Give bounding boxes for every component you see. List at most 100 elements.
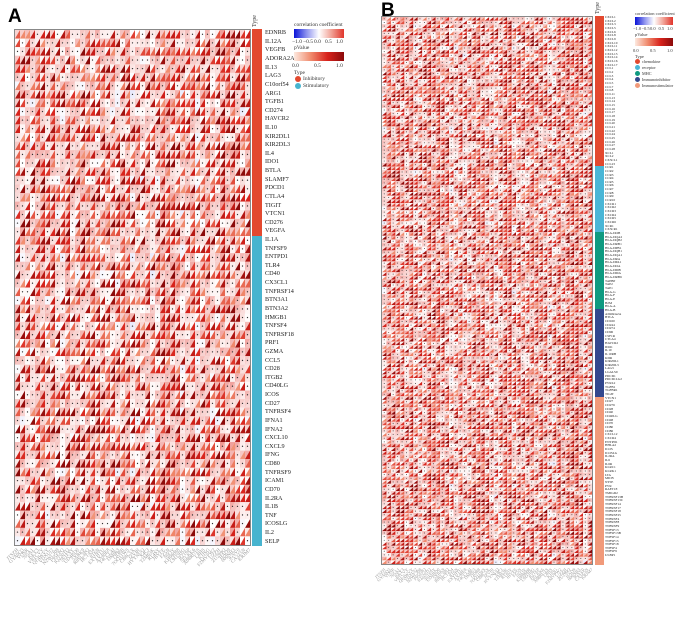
panel-a-type-title: Type (252, 15, 258, 27)
row-label: ULBP1 (605, 553, 615, 557)
row-label: CCR3 (605, 173, 613, 177)
corr-legend-title: correlation coefficient (635, 11, 675, 16)
row-label: HLA-DMA (605, 271, 621, 275)
pvalue-legend-title: pValue (294, 45, 309, 51)
tick-label: −1.0 (292, 39, 302, 45)
panel-b-letter: B (381, 0, 395, 22)
row-label: ADORA2A (605, 312, 621, 316)
row-label: LTA (605, 473, 611, 477)
row-label: LAG3 (605, 367, 614, 371)
row-label: TNFSF13B (605, 531, 621, 535)
row-label: TNFSF4 (605, 546, 617, 550)
row-label: ICOSLG (605, 451, 617, 455)
row-label: CD48 (605, 418, 613, 422)
row-label: KIR2DL1 (265, 133, 290, 140)
row-label: CXCR4 (605, 213, 616, 217)
row-label: CCL4 (605, 77, 613, 81)
row-label: CD70 (265, 486, 280, 493)
row-label: CXCL1 (605, 15, 616, 19)
row-label: CXCR4 (605, 436, 616, 440)
row-label: NT5E (605, 480, 613, 484)
tick-label: 0.0 (292, 63, 299, 69)
row-label: CXCR3 (605, 209, 616, 213)
row-label: SELP (265, 538, 279, 545)
row-label: CD70 (605, 421, 613, 425)
row-label: CXCL5 (605, 26, 616, 30)
row-label: IL1A (265, 236, 278, 243)
panel-b-type-title: Type (595, 2, 601, 14)
row-label: IFNA1 (265, 417, 283, 424)
tick-label: −0.5 (303, 39, 313, 45)
row-label: IL2RA (265, 495, 283, 502)
row-label: TNFRSF8 (605, 520, 619, 524)
row-label: TGFB1 (265, 98, 284, 105)
legend-item-receptor: receptor (635, 65, 656, 70)
row-label: CCL22 (605, 129, 615, 133)
row-label: CCL24 (605, 132, 615, 136)
row-label: CCR8 (605, 191, 613, 195)
row-label: ICOS (265, 391, 279, 398)
row-label: RAET1E (605, 487, 618, 491)
row-label: HLA-DRB6 (605, 275, 622, 279)
row-label: CCL14 (605, 99, 615, 103)
tick-label: 0.0 (650, 26, 656, 31)
tick-label: 0.5 (650, 48, 656, 53)
row-label: CD28 (265, 366, 280, 372)
stimulatory-dot-icon (295, 83, 301, 89)
row-label: CCL3 (605, 74, 613, 78)
row-label: CD28 (605, 407, 613, 411)
row-label: EDNRB (265, 29, 286, 36)
panel-a-letter: A (8, 6, 22, 28)
immunostimulator-dot-icon (635, 83, 640, 88)
row-label: HLA-DRA (605, 257, 620, 261)
row-label: TNFSF4 (265, 322, 287, 329)
mhc-dot-icon (635, 71, 640, 76)
row-label: CD276 (605, 403, 615, 407)
chemokine-dot-icon (635, 59, 640, 64)
inhibitory-dot-icon (295, 76, 301, 82)
row-label: CCL23 (605, 162, 615, 166)
row-label: HLA-DQB2 (605, 238, 622, 242)
row-label: CD40LG (605, 414, 618, 418)
row-label: CCL19 (605, 118, 615, 122)
row-label: CCR6 (605, 184, 613, 188)
legend-item-immunoinhibitor: Immunoinhibitor (635, 77, 671, 82)
row-label: CCR9 (605, 195, 613, 199)
row-label: KLRK1 (605, 469, 616, 473)
row-label: IL2RA (605, 454, 615, 458)
row-label: HLA-F (605, 293, 615, 297)
row-label: CCR5 (605, 180, 613, 184)
panel-a-legend: correlation coefficient −1.0 −0.5 0.0 0.5 1.… (292, 22, 354, 102)
row-label: PRF1 (265, 340, 279, 346)
row-label: TNFRSF4 (605, 517, 619, 521)
row-label: CD27 (605, 399, 613, 403)
row-label: PDCD1 (605, 374, 616, 378)
row-label: CD27 (265, 400, 280, 407)
row-label: CXCL12 (605, 48, 617, 52)
row-label: CXCR1 (605, 202, 616, 206)
row-label: IFNA2 (265, 426, 283, 433)
row-label: CX3CR1 (605, 227, 618, 231)
legend-item-mhc: MHC (635, 71, 652, 76)
row-label: PDCD1 (265, 185, 285, 191)
row-label: HLA-DOB (605, 231, 620, 235)
row-label: TGFB1 (605, 385, 615, 389)
row-label: CCL5 (605, 81, 613, 85)
row-label: TNFSF14 (605, 535, 619, 539)
row-label: IL2 (265, 529, 274, 536)
panel-a-row-labels: EDNRB IL12A VEGFB ADORA2A IL13 LAG3 C10orf54 AR… (265, 29, 295, 546)
row-label: CXCL13 (605, 52, 617, 56)
row-label: HLA-DPA1 (605, 260, 621, 264)
row-label: BTLA (605, 315, 614, 319)
type-legend-title: Type (635, 54, 644, 59)
row-label: MICB (605, 476, 614, 480)
row-label: HLA-DQA1 (605, 253, 622, 257)
tick-label: −1.0 (633, 26, 641, 31)
panel-a-type-bar (252, 29, 262, 546)
row-label: PVR (605, 484, 612, 488)
row-label: CXCL2 (605, 19, 616, 23)
row-label: TNFRSF13C (605, 498, 623, 502)
row-label: IDO1 (605, 345, 613, 349)
row-label: CXCL12 (605, 432, 617, 436)
row-label: VEGFA (265, 228, 285, 234)
